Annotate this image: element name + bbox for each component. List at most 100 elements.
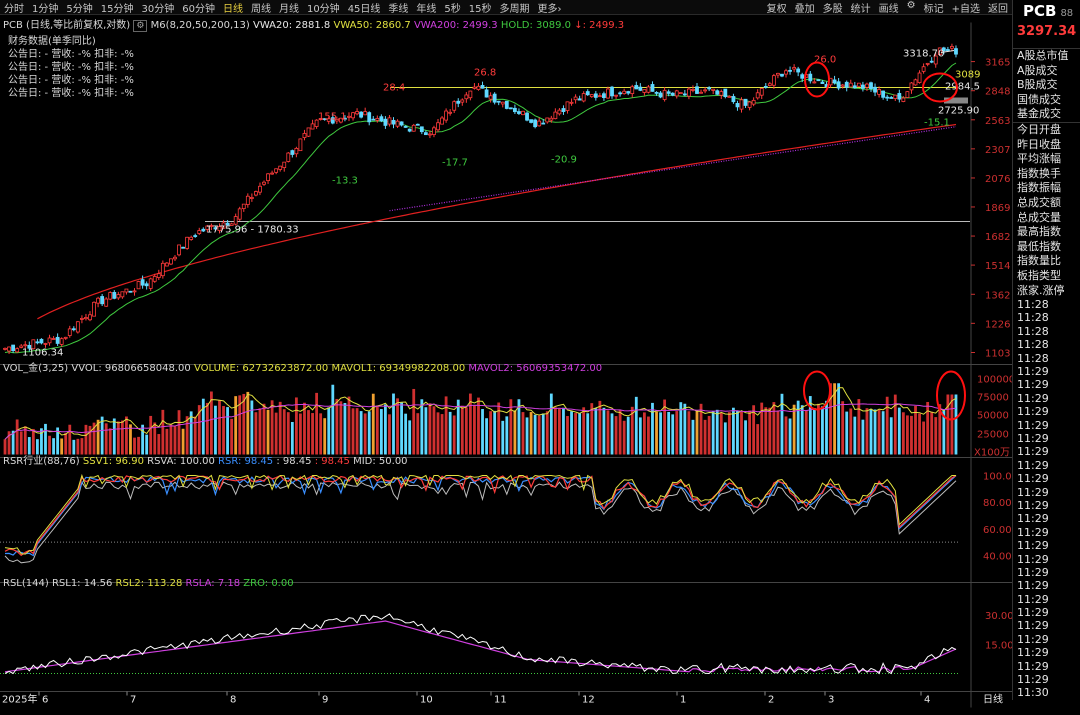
volume-bar: [222, 406, 225, 454]
candle-body: [56, 337, 59, 343]
info-menu-item[interactable]: 昨日收盘: [1013, 138, 1080, 153]
info-menu-item[interactable]: 国债成交: [1013, 93, 1080, 108]
candle-body: [890, 97, 893, 98]
tab-timeframe[interactable]: 季线: [384, 0, 412, 15]
candle-body: [732, 96, 735, 101]
volume-bar: [910, 416, 913, 455]
candle-body: [780, 74, 783, 76]
info-menu-item[interactable]: 平均涨幅: [1013, 152, 1080, 167]
tool-button[interactable]: 复权: [763, 0, 791, 15]
info-menu-item[interactable]: A股成交: [1013, 64, 1080, 79]
tab-timeframe[interactable]: 60分钟: [178, 0, 219, 15]
tool-button[interactable]: 画线: [875, 0, 903, 15]
candle-body: [768, 84, 771, 86]
candle-body: [392, 120, 395, 124]
info-menu-item[interactable]: 最高指数: [1013, 225, 1080, 240]
info-menu-item[interactable]: 总成交额: [1013, 196, 1080, 211]
tab-timeframe[interactable]: 1分钟: [28, 0, 62, 15]
volume-bar: [457, 400, 460, 455]
candle-body: [420, 127, 423, 132]
tab-timeframe[interactable]: 周线: [247, 0, 275, 15]
info-menu-item[interactable]: 基金成交: [1013, 107, 1080, 122]
volume-bar: [542, 413, 545, 454]
tab-timeframe[interactable]: 分时: [0, 0, 28, 15]
volume-bar: [538, 416, 541, 455]
tab-timeframe[interactable]: 5分钟: [62, 0, 96, 15]
candle-body: [530, 120, 533, 123]
volume-bar: [882, 411, 885, 454]
candle-body: [384, 119, 387, 125]
info-menu-item[interactable]: B股成交: [1013, 78, 1080, 93]
candle-body: [275, 169, 278, 173]
candle-body: [194, 236, 197, 237]
info-menu-item[interactable]: 总成交量: [1013, 211, 1080, 226]
tab-timeframe[interactable]: 年线: [412, 0, 440, 15]
candle-body: [469, 91, 472, 98]
candle-body: [299, 139, 302, 151]
info-menu-item[interactable]: 今日开盘: [1013, 122, 1080, 138]
rsl1-line: [5, 614, 956, 674]
volume-bar: [530, 412, 533, 454]
candle-body: [898, 93, 901, 99]
rsr-blue-line: [5, 476, 956, 556]
tab-timeframe[interactable]: 月线: [275, 0, 303, 15]
tab-timeframe[interactable]: 日线: [219, 0, 247, 15]
info-menu-item[interactable]: 指数换手: [1013, 167, 1080, 182]
candle-body: [404, 126, 407, 127]
volume-bar: [805, 411, 808, 455]
tab-timeframe[interactable]: 30分钟: [137, 0, 178, 15]
candle-body: [821, 82, 824, 84]
tab-timeframe[interactable]: 10分钟: [303, 0, 344, 15]
tab-timeframe[interactable]: 45日线: [344, 0, 385, 15]
volume-bar: [307, 410, 310, 454]
tab-timeframe[interactable]: 15秒: [465, 0, 496, 15]
info-menu-item[interactable]: 涨家.涨停: [1013, 284, 1080, 299]
tool-button[interactable]: 统计: [847, 0, 875, 15]
info-menu-item[interactable]: 最低指数: [1013, 240, 1080, 255]
info-menu-item[interactable]: 指数量比: [1013, 254, 1080, 269]
highlight-circle: [804, 372, 830, 410]
candle-body: [441, 118, 444, 124]
time-item: 11:29: [1013, 606, 1080, 619]
gear-icon[interactable]: ⚙: [133, 20, 147, 32]
vol-axis-label: 25000: [977, 430, 1009, 441]
info-menu-item[interactable]: A股总市值: [1013, 49, 1080, 64]
candle-body: [878, 89, 881, 94]
volume-bar: [692, 420, 695, 455]
pct-label: 28.4: [383, 83, 405, 94]
tab-timeframe[interactable]: 15分钟: [97, 0, 138, 15]
tool-button[interactable]: 标记: [920, 0, 948, 15]
candle-body: [190, 237, 193, 239]
tab-timeframe[interactable]: 5秒: [440, 0, 464, 15]
tab-timeframe[interactable]: 更多›: [534, 0, 566, 15]
candle-body: [793, 67, 796, 69]
info-menu-item[interactable]: 板指类型: [1013, 269, 1080, 284]
candle-body: [695, 87, 698, 94]
mid-legend: MID: 50.00: [353, 456, 407, 467]
candle-body: [918, 73, 921, 83]
tool-button[interactable]: +自选: [948, 0, 984, 15]
financials-title: 财务数据(单季同比): [8, 35, 134, 48]
tool-button[interactable]: 返回: [984, 0, 1012, 15]
candle-body: [558, 110, 561, 114]
volume-bar: [299, 414, 302, 455]
tool-button[interactable]: 多股: [819, 0, 847, 15]
volume-bar: [781, 394, 784, 455]
volume-bar: [615, 416, 618, 454]
candle-body: [129, 291, 132, 292]
tab-timeframe[interactable]: 多周期: [496, 0, 534, 15]
volume-bar: [271, 400, 274, 454]
vwa200-legend: VWA200: 2499.3: [414, 20, 498, 31]
volume-bar: [485, 418, 488, 454]
volume-bar: [902, 412, 905, 454]
tool-button[interactable]: 叠加: [791, 0, 819, 15]
volume-bar: [364, 413, 367, 454]
info-menu-item[interactable]: 指数振幅: [1013, 181, 1080, 196]
low-recent-label: 2725.90: [938, 106, 979, 117]
candle-body: [590, 95, 593, 97]
candle-body: [675, 91, 678, 96]
candle-body: [501, 102, 504, 104]
settings-icon[interactable]: ⚙: [903, 0, 920, 15]
